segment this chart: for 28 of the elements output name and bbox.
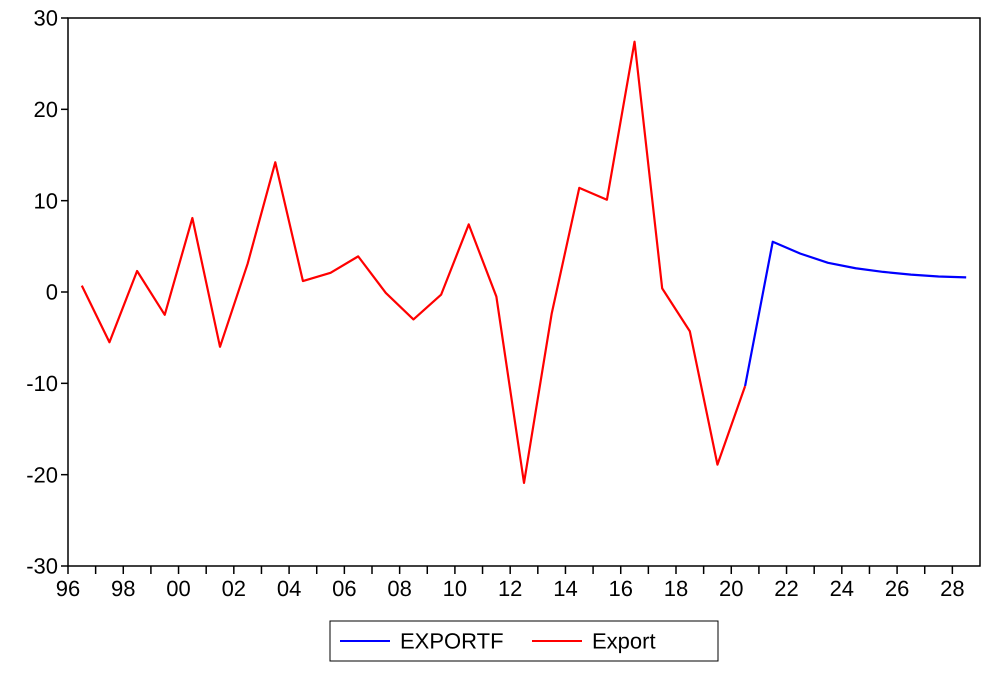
y-tick-label: -10	[26, 371, 58, 396]
x-tick-label: 12	[498, 576, 522, 601]
x-tick-label: 18	[664, 576, 688, 601]
x-tick-label: 06	[332, 576, 357, 601]
legend-label: Export	[592, 628, 656, 654]
x-tick-label: 14	[553, 576, 578, 601]
y-tick-label: 0	[46, 280, 58, 305]
x-tick-label: 02	[222, 576, 246, 601]
y-tick-label: 10	[34, 188, 58, 214]
x-tick-label: 26	[884, 576, 910, 601]
x-tick-label: 22	[774, 576, 799, 601]
x-tick-label: 16	[608, 576, 633, 601]
line-series	[744, 240, 968, 388]
x-tick-label: 00	[166, 576, 191, 601]
x-tick-label: 96	[56, 576, 80, 601]
x-tick-label: 10	[442, 576, 468, 601]
line-series	[80, 40, 746, 484]
x-tick-label: 28	[940, 576, 965, 601]
x-tick-label: 98	[111, 576, 136, 601]
legend-label: EXPORTF	[400, 628, 504, 654]
y-tick-label: 30	[34, 6, 58, 31]
x-tick-label: 24	[830, 576, 854, 601]
x-tick-label: 04	[276, 576, 302, 601]
y-tick-label: -30	[26, 554, 58, 579]
y-tick-label: 20	[34, 97, 58, 122]
x-tick-label: 08	[387, 576, 412, 601]
y-tick-label: -20	[26, 462, 58, 488]
x-tick-label: 20	[719, 576, 744, 601]
